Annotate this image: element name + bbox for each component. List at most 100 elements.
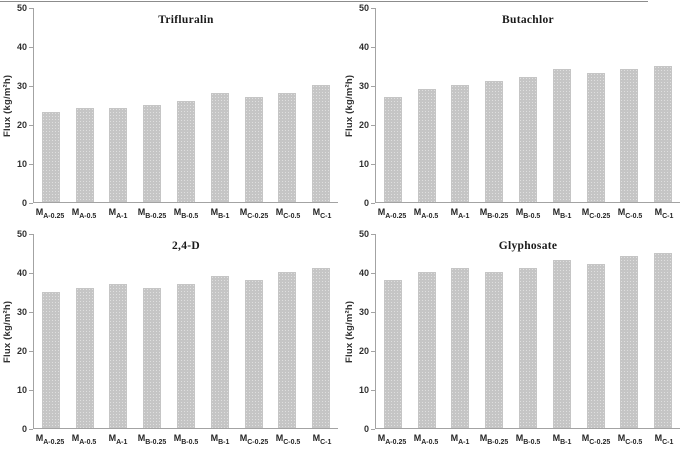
bar-slot	[376, 234, 410, 428]
bar	[177, 100, 196, 202]
chart-panel-butachlor: Flux (kg/m²h) Butachlor MA-0.25 MA-0.5 MA-…	[342, 0, 684, 226]
x-tick-label: MA-0.25	[377, 207, 407, 220]
bar-slot	[511, 8, 545, 202]
y-tick-label: 20	[16, 120, 27, 130]
bar	[109, 283, 128, 428]
bar-slot	[612, 8, 646, 202]
x-tick-label: MC-1	[312, 207, 332, 220]
bar	[383, 96, 402, 202]
bar-slot	[270, 234, 304, 428]
y-tick-mark	[371, 86, 375, 87]
x-axis-labels: MA-0.25 MA-0.5 MA-1 MB-0.25 MB-0.5 MB-1 MC-0.2…	[33, 431, 339, 451]
y-axis-title: Flux (kg/m²h)	[344, 300, 355, 363]
y-tick-label: 30	[358, 81, 369, 91]
chart-title: Glyphosate	[498, 240, 558, 252]
y-tick-mark	[371, 234, 375, 235]
bar	[654, 252, 673, 428]
y-tick-label: 50	[16, 229, 27, 239]
chart-panel-24d: Flux (kg/m²h) 2,4-D MA-0.25 MA-0.5 MA-1 MB-…	[0, 226, 342, 451]
bar-slot	[68, 234, 102, 428]
y-axis-title: Flux (kg/m²h)	[2, 300, 13, 363]
bar	[552, 260, 571, 428]
bar	[586, 73, 605, 202]
x-tick-label: MB-0.5	[515, 433, 541, 446]
x-tick-label: MA-0.5	[71, 207, 97, 220]
bar-slot	[270, 8, 304, 202]
bar	[278, 272, 297, 428]
chart-panel-trifluralin: Flux (kg/m²h) Trifluralin MA-0.25 MA-0.5 M…	[0, 0, 342, 226]
bar-slot	[304, 8, 338, 202]
bar-slot	[102, 234, 136, 428]
x-tick-label: MA-1	[108, 433, 128, 446]
bar	[109, 108, 128, 202]
y-tick-mark	[29, 429, 33, 430]
bar-slot	[511, 234, 545, 428]
bar-series	[34, 234, 338, 428]
y-tick-mark	[29, 8, 33, 9]
y-tick-label: 40	[16, 268, 27, 278]
bar-slot	[410, 234, 444, 428]
x-tick-label: MC-0.25	[581, 207, 611, 220]
y-tick-label: 0	[21, 424, 27, 434]
bar-slot	[169, 8, 203, 202]
bar-slot	[477, 234, 511, 428]
bar-slot	[169, 234, 203, 428]
chart-title: Butachlor	[502, 14, 554, 26]
bar	[383, 279, 402, 428]
bar-series	[376, 8, 680, 202]
y-tick-mark	[371, 8, 375, 9]
x-tick-label: MA-1	[450, 207, 470, 220]
y-axis-title: Flux (kg/m²h)	[344, 74, 355, 137]
y-tick-mark	[29, 390, 33, 391]
x-tick-label: MA-0.25	[377, 433, 407, 446]
x-tick-label: MA-1	[108, 207, 128, 220]
bar-slot	[102, 8, 136, 202]
bar-slot	[444, 234, 478, 428]
bar	[485, 272, 504, 428]
y-tick-mark	[29, 351, 33, 352]
bar-slot	[579, 234, 613, 428]
bar-slot	[34, 8, 68, 202]
x-tick-label: MB-0.5	[173, 207, 199, 220]
bar-slot	[237, 234, 271, 428]
bar-slot	[612, 234, 646, 428]
bar	[586, 264, 605, 428]
bar-slot	[203, 234, 237, 428]
x-tick-label: MC-0.25	[239, 207, 269, 220]
bar	[177, 283, 196, 428]
bar-slot	[545, 8, 579, 202]
x-tick-label: MB-0.5	[515, 207, 541, 220]
y-tick-label: 40	[358, 268, 369, 278]
bar-slot	[135, 234, 169, 428]
bar	[75, 108, 94, 202]
bar-series	[376, 234, 680, 428]
x-tick-label: MA-0.25	[35, 433, 65, 446]
y-tick-mark	[371, 273, 375, 274]
x-tick-label: MA-0.25	[35, 207, 65, 220]
y-tick-label: 50	[358, 3, 369, 13]
bar	[312, 85, 331, 202]
x-tick-label: MB-1	[552, 207, 572, 220]
y-tick-mark	[29, 203, 33, 204]
x-axis-labels: MA-0.25 MA-0.5 MA-1 MB-0.25 MB-0.5 MB-1 MC-0.2…	[375, 205, 681, 225]
figure-top-border	[0, 1, 648, 2]
bar-slot	[579, 8, 613, 202]
plot-area: Trifluralin	[33, 8, 338, 203]
y-tick-label: 40	[358, 42, 369, 52]
bar-slot	[237, 8, 271, 202]
plot-area: Glyphosate	[375, 234, 680, 429]
y-tick-mark	[371, 390, 375, 391]
y-tick-mark	[371, 125, 375, 126]
chart-title: Trifluralin	[158, 14, 214, 26]
bar-slot	[477, 8, 511, 202]
bar-slot	[34, 234, 68, 428]
bar	[143, 287, 162, 428]
y-tick-label: 0	[21, 198, 27, 208]
y-tick-mark	[371, 47, 375, 48]
bar-slot	[203, 8, 237, 202]
x-tick-label: MB-0.5	[173, 433, 199, 446]
bar	[312, 268, 331, 428]
bar-slot	[444, 8, 478, 202]
x-tick-label: MB-1	[552, 433, 572, 446]
